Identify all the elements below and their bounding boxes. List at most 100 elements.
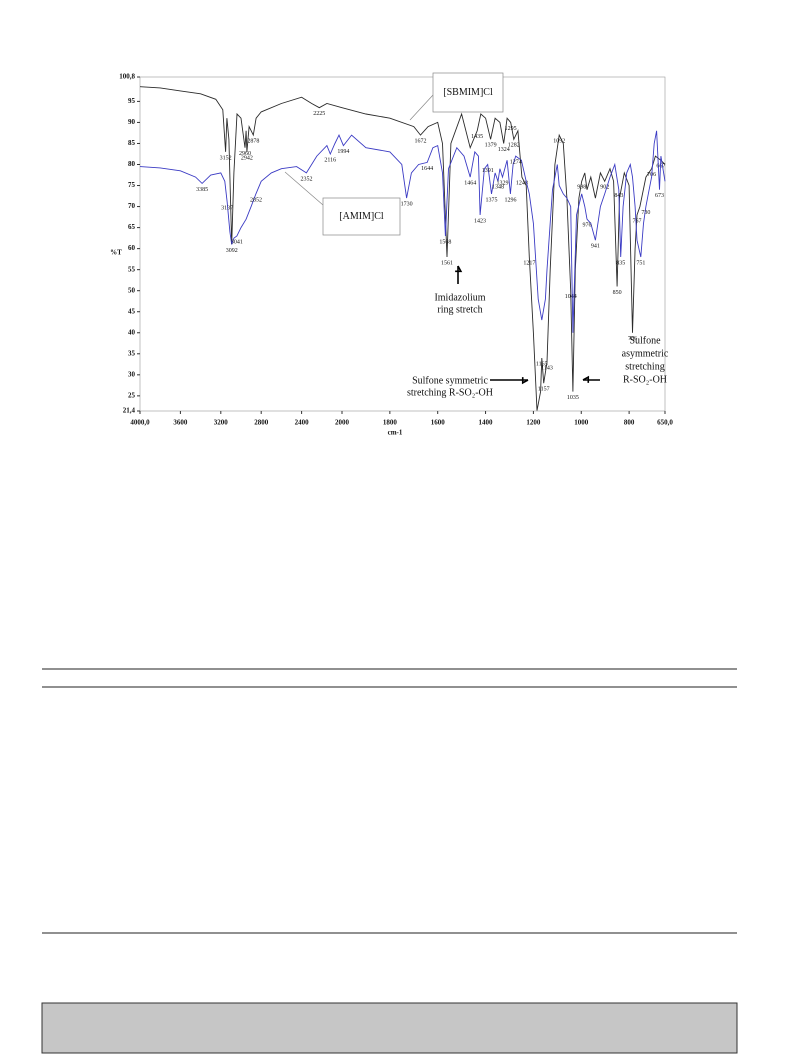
x-axis-label: cm-1 bbox=[388, 429, 403, 437]
y-tick-label: 90 bbox=[128, 118, 136, 126]
peak-label: 998 bbox=[577, 185, 586, 191]
figure-frame bbox=[104, 62, 678, 442]
peak-label: 1329 bbox=[497, 180, 509, 186]
x-tick-label: 650,0 bbox=[657, 419, 673, 427]
peak-label: 1464 bbox=[464, 180, 476, 186]
peak-label: 2352 bbox=[300, 176, 312, 182]
peak-label: 2960 bbox=[239, 151, 251, 157]
peak-label: 1282 bbox=[508, 143, 520, 149]
peak-label: 730 bbox=[641, 210, 650, 216]
peak-label: 2225 bbox=[313, 111, 325, 117]
annotation: stretching bbox=[625, 361, 664, 372]
peak-label: 1348 bbox=[492, 185, 504, 191]
peak-label: 902 bbox=[600, 185, 609, 191]
y-tick-label: 70 bbox=[128, 202, 136, 210]
peak-label: 843 bbox=[614, 193, 623, 199]
x-tick-label: 2800 bbox=[254, 419, 269, 427]
arrow-head bbox=[582, 375, 590, 383]
peak-label: 1568 bbox=[439, 239, 451, 245]
annotation: ring stretch bbox=[437, 304, 482, 315]
x-tick-label: 1800 bbox=[383, 419, 398, 427]
peak-label: 1324 bbox=[498, 147, 510, 153]
peak-label: 835 bbox=[616, 260, 625, 266]
y-tick-label: 40 bbox=[128, 328, 136, 336]
peak-label: 1035 bbox=[567, 395, 579, 401]
peak-label: 767 bbox=[633, 218, 642, 224]
callout-leader bbox=[284, 171, 324, 206]
peak-label: 2942 bbox=[241, 155, 253, 161]
peak-label: 1379 bbox=[485, 143, 497, 149]
y-tick-label: 35 bbox=[128, 349, 136, 357]
peak-label: 1044 bbox=[565, 294, 577, 300]
legend-label: [SBMIM]Cl bbox=[443, 87, 493, 98]
peak-label: 976 bbox=[583, 223, 592, 229]
peak-label: 2116 bbox=[324, 157, 336, 163]
annotation: Sulfone symmetric bbox=[412, 375, 488, 386]
x-tick-label: 1200 bbox=[526, 419, 541, 427]
x-tick-label: 800 bbox=[624, 419, 635, 427]
peak-label: 673 bbox=[655, 193, 664, 199]
peak-label: 751 bbox=[636, 260, 645, 266]
peak-label: 3137 bbox=[221, 206, 233, 212]
peak-label: 1375 bbox=[486, 197, 498, 203]
peak-label: 667 bbox=[656, 164, 665, 170]
peak-label: 3041 bbox=[231, 239, 243, 245]
y-tick-label: 80 bbox=[128, 160, 136, 168]
y-tick-label: 30 bbox=[128, 370, 136, 378]
callout-leader bbox=[409, 94, 434, 121]
peak-label: 1730 bbox=[401, 202, 413, 208]
peak-label: 1296 bbox=[504, 197, 516, 203]
y-tick-label: 55 bbox=[128, 265, 136, 273]
peak-label: 3385 bbox=[196, 187, 208, 193]
x-tick-label: 1400 bbox=[479, 419, 494, 427]
peak-label: 786 bbox=[628, 336, 637, 342]
peak-label: 1295 bbox=[505, 126, 517, 132]
peak-label: 2878 bbox=[247, 138, 259, 144]
callout-box bbox=[432, 72, 504, 113]
annotation: R-SO₂-OH bbox=[623, 374, 667, 385]
annotation: Sulfone bbox=[629, 335, 661, 346]
peak-label: 1217 bbox=[523, 260, 535, 266]
peak-label: 1274 bbox=[510, 159, 522, 165]
peak-label: 1092 bbox=[553, 138, 565, 144]
arrow-head bbox=[521, 377, 529, 385]
peak-label: 1165 bbox=[536, 361, 548, 367]
legend-label: [AMIM]Cl bbox=[339, 211, 384, 222]
x-tick-label: 3200 bbox=[214, 419, 229, 427]
peak-label: 2852 bbox=[250, 197, 262, 203]
plot-frame bbox=[139, 76, 666, 412]
callout-box bbox=[322, 197, 401, 236]
spectrum-line bbox=[139, 130, 666, 333]
peak-label: 1644 bbox=[421, 166, 433, 172]
annotation: Imidazolium bbox=[434, 292, 485, 303]
y-tick-label: 85 bbox=[128, 139, 136, 147]
x-tick-label: 1600 bbox=[431, 419, 446, 427]
peak-label: 1157 bbox=[538, 387, 550, 393]
y-tick-label: 95 bbox=[128, 97, 136, 105]
y-tick-label: 25 bbox=[128, 391, 136, 399]
peak-label: 3092 bbox=[226, 248, 238, 254]
x-tick-label: 2000 bbox=[335, 419, 350, 427]
y-tick-label: 60 bbox=[128, 244, 136, 252]
peak-label: 1435 bbox=[471, 134, 483, 140]
y-tick-label: 45 bbox=[128, 307, 136, 315]
peak-label: 1994 bbox=[337, 149, 349, 155]
y-tick-label: 65 bbox=[128, 223, 136, 231]
y-tick-label: 50 bbox=[128, 286, 136, 294]
y-tick-label: 21,4 bbox=[123, 407, 136, 415]
x-tick-label: 2400 bbox=[295, 419, 310, 427]
y-tick-label: 100,8 bbox=[119, 73, 135, 81]
y-axis-label: %T bbox=[110, 249, 122, 257]
annotation: stretching R-SO₂-OH bbox=[407, 387, 493, 398]
spectrum-line bbox=[139, 86, 666, 411]
peak-label: 941 bbox=[591, 244, 600, 250]
x-tick-label: 3600 bbox=[173, 419, 188, 427]
peak-label: 850 bbox=[613, 290, 622, 296]
arrow-head bbox=[455, 265, 463, 273]
peak-label: 1561 bbox=[441, 260, 453, 266]
peak-label: 1391 bbox=[482, 168, 494, 174]
x-tick-label: 4000,0 bbox=[130, 419, 150, 427]
peak-label: 1143 bbox=[541, 366, 553, 372]
